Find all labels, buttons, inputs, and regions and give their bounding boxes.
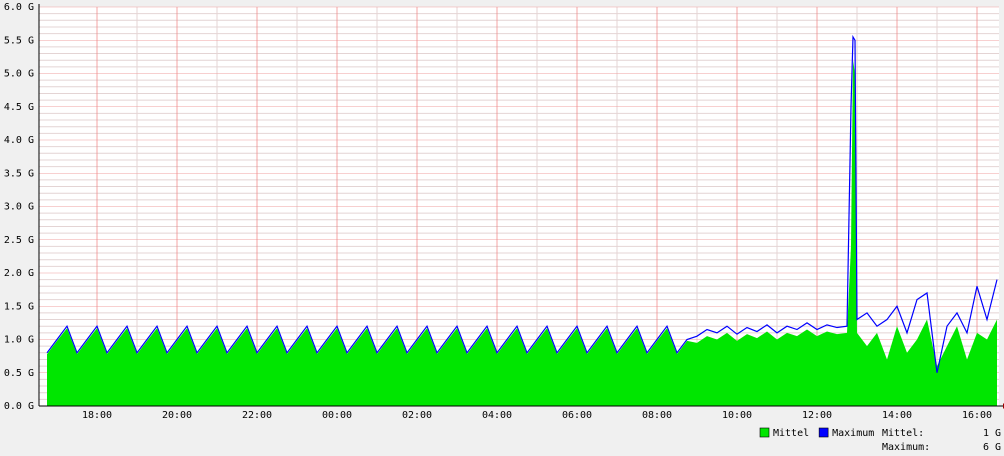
y-tick-label: 1.0 G [4, 335, 34, 346]
x-tick-label: 12:00 [802, 410, 832, 421]
legend-label: Mittel [773, 428, 809, 439]
y-tick-label: 4.0 G [4, 135, 34, 146]
legend-swatch [759, 427, 770, 438]
x-tick-label: 20:00 [162, 410, 192, 421]
x-tick-label: 02:00 [402, 410, 432, 421]
legend-stat-label: Mittel: [882, 428, 924, 439]
y-tick-label: 4.5 G [4, 102, 34, 113]
legend-label: Maximum [832, 428, 874, 439]
x-tick-label: 04:00 [482, 410, 512, 421]
y-tick-label: 0.0 G [4, 401, 34, 412]
y-tick-label: 3.5 G [4, 168, 34, 179]
x-tick-label: 18:00 [82, 410, 112, 421]
y-tick-label: 5.5 G [4, 35, 34, 46]
y-tick-label: 3.0 G [4, 202, 34, 213]
legend-stat-value: 1 G [983, 428, 1001, 439]
x-tick-label: 22:00 [242, 410, 272, 421]
y-tick-label: 5.0 G [4, 69, 34, 80]
x-tick-label: 10:00 [722, 410, 752, 421]
x-tick-label: 14:00 [882, 410, 912, 421]
x-tick-label: 08:00 [642, 410, 672, 421]
y-tick-label: 2.5 G [4, 235, 34, 246]
area [47, 60, 997, 406]
legend-stat-value: 6 G [983, 442, 1001, 453]
legend-swatch [818, 427, 829, 438]
legend-stat-label: Maximum: [882, 442, 930, 453]
y-tick-label: 2.0 G [4, 268, 34, 279]
line [46, 34, 998, 373]
x-tick-label: 16:00 [962, 410, 992, 421]
x-tick-label: 06:00 [562, 410, 592, 421]
x-tick-label: 00:00 [322, 410, 352, 421]
y-tick-label: 0.5 G [4, 368, 34, 379]
y-tick-label: 6.0 G [4, 2, 34, 13]
y-tick-label: 1.5 G [4, 301, 34, 312]
